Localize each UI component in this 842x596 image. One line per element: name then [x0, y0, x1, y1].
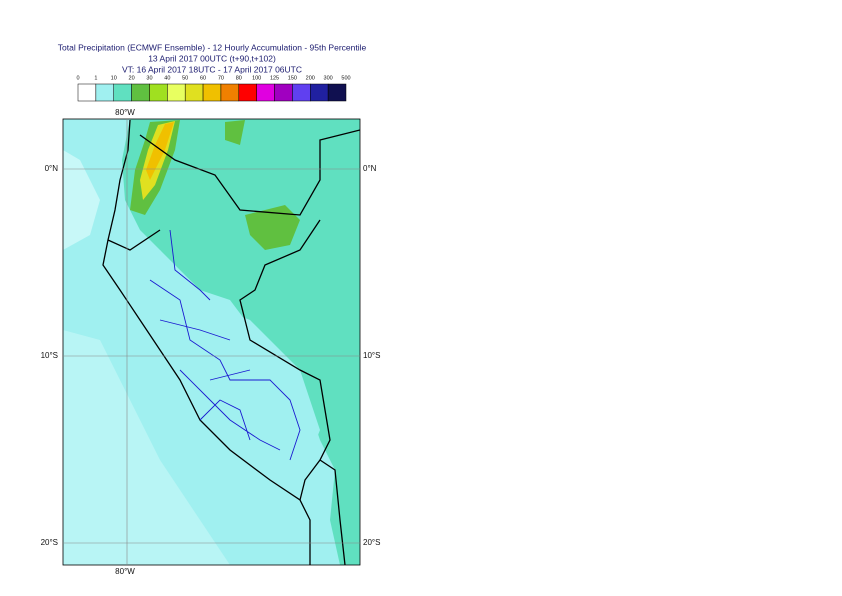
- legend-label: 500: [341, 75, 350, 81]
- legend-swatch: [292, 83, 311, 102]
- legend-swatch: [113, 83, 132, 102]
- legend-swatch: [274, 83, 293, 102]
- legend-label: 300: [324, 75, 333, 81]
- legend-swatch: [238, 83, 257, 102]
- legend-swatch: [220, 83, 240, 102]
- legend-label: 80: [236, 75, 242, 81]
- lon-label: 80°W: [115, 567, 135, 576]
- border: [107, 129, 360, 565]
- legend-label: 150: [288, 75, 297, 81]
- green-cell: [225, 120, 245, 145]
- map: 80°W 80°W 0°N 10°S 20°S 0°N 10°S 20°S: [41, 108, 381, 576]
- legend-label: 40: [164, 75, 170, 81]
- lat-label: 20°S: [363, 538, 380, 547]
- title: Total Precipitation (ECMWF Ensemble) - 1…: [58, 42, 367, 52]
- run-time: 13 April 2017 00UTC (t+90,t+102): [148, 53, 276, 63]
- legend-swatch: [77, 83, 97, 102]
- valid-time: VT: 16 April 2017 18UTC - 17 April 2017 …: [122, 64, 302, 74]
- legend-swatch: [95, 83, 114, 102]
- legend-label: 70: [218, 75, 224, 81]
- legend-label: 10: [111, 75, 117, 81]
- legend-label: 60: [200, 75, 206, 81]
- department-border: [149, 229, 301, 461]
- legend-label: 200: [306, 75, 315, 81]
- legend-swatch: [202, 83, 222, 102]
- legend-swatch: [131, 83, 150, 102]
- legend-swatch: [256, 83, 275, 102]
- map-frame: [62, 118, 361, 566]
- lat-label: 0°N: [45, 164, 59, 173]
- lon-label: 80°W: [115, 108, 135, 117]
- lat-label: 20°S: [41, 538, 58, 547]
- legend-label: 1: [94, 75, 97, 81]
- legend-label: 50: [182, 75, 188, 81]
- legend: 0 1 10 20 30 40 50 60 70 80 100 125 150 200 300 500: [76, 75, 351, 102]
- legend-label: 30: [146, 75, 152, 81]
- land-precip: [122, 119, 360, 565]
- lat-label: 10°S: [41, 351, 58, 360]
- legend-label: 125: [270, 75, 279, 81]
- legend-swatch: [310, 83, 329, 102]
- legend-swatch: [149, 83, 168, 102]
- legend-label: 0: [76, 75, 79, 81]
- dry-area: [140, 250, 320, 480]
- green-cell: [245, 205, 300, 250]
- legend-swatch: [184, 83, 204, 102]
- legend-label: 20: [129, 75, 135, 81]
- legend-label: 100: [252, 75, 261, 81]
- ocean-patch: [63, 150, 100, 250]
- legend-swatch: [167, 83, 186, 102]
- andes-core: [146, 122, 174, 180]
- lat-label: 10°S: [363, 351, 380, 360]
- legend-swatch: [327, 83, 347, 102]
- ocean-patch: [63, 330, 230, 565]
- lat-label: 0°N: [363, 164, 377, 173]
- coastline: [102, 119, 311, 565]
